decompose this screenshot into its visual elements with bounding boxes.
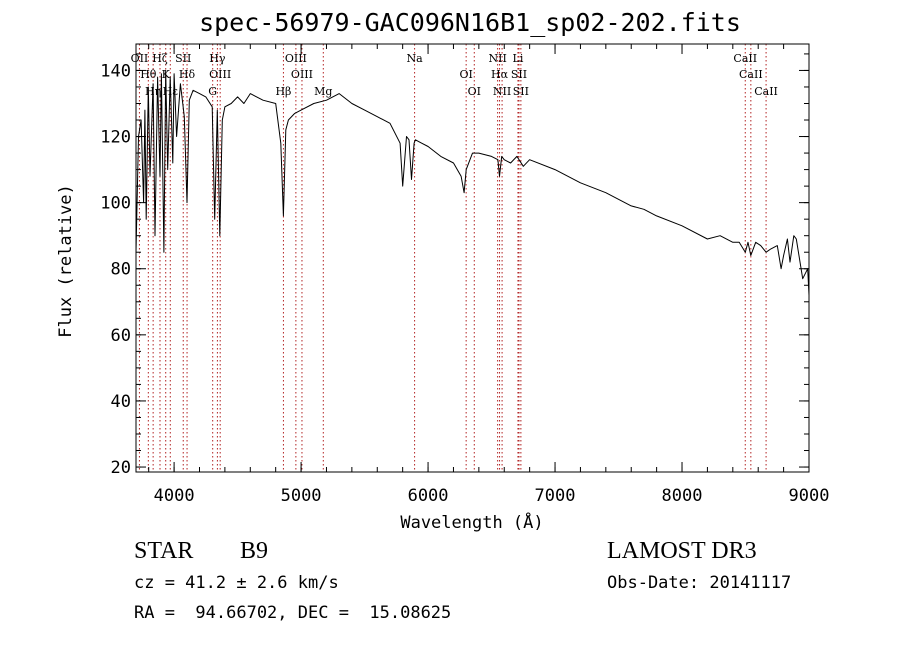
x-tick-label: 7000 [535,486,576,506]
line-marker-label: OI [468,85,481,98]
y-tick-label: 40 [111,392,131,412]
spectral-line-labels: OIIHθHηHζKHεSIIHδGHγOIIIHβOIIIOIIIMgNaOI… [131,52,778,98]
y-tick-label: 140 [100,61,131,81]
line-marker-label: Hβ [275,85,291,98]
line-marker-label: G [208,85,217,98]
line-marker-label: NII [488,52,506,65]
line-marker-label: Hζ [152,52,168,65]
coordinates: RA = 94.66702, DEC = 15.08625 [134,603,452,623]
x-tick-label: 8000 [662,486,703,506]
line-marker-label: CaII [739,68,763,81]
object-type: STAR [134,538,194,564]
plot-frame [135,43,810,473]
line-marker-label: OIII [291,68,313,81]
line-marker-label: SII [175,52,191,65]
line-marker-label: Hδ [179,68,196,81]
x-tick-label: 5000 [281,486,322,506]
line-marker-label: Mg [314,85,332,98]
x-tick-label: 9000 [789,486,830,506]
line-marker-label: SII [511,68,527,81]
line-marker-label: OI [459,68,472,81]
spectral-line-markers [138,44,767,472]
x-axis-ticks: 4000 5000 6000 7000 8000 9000 [148,44,830,506]
chart-title: spec-56979-GAC096N16B1_sp02-202.fits [199,8,741,37]
observation-date: Obs-Date: 20141117 [607,573,792,593]
redshift-velocity: cz = 41.2 ± 2.6 km/s [134,573,339,593]
line-marker-label: CaII [733,52,757,65]
object-subclass: B9 [240,538,269,564]
y-axis-ticks: 20 40 60 80 100 120 140 [100,53,809,478]
spectrum-line [135,69,810,296]
y-tick-label: 80 [111,260,131,280]
y-axis-label: Flux (relative) [56,184,76,338]
survey-name: LAMOST DR3 [607,538,757,564]
line-marker-label: Na [407,52,424,65]
y-tick-label: 20 [111,458,131,478]
line-marker-label: Li [513,52,524,65]
line-marker-label: NII [493,85,511,98]
line-marker-label: Hγ [209,52,226,65]
line-marker-label: OII [131,52,149,65]
x-tick-label: 4000 [154,486,195,506]
line-marker-label: Hθ [140,68,157,81]
y-tick-label: 120 [100,128,131,148]
line-marker-label: OIII [285,52,307,65]
line-marker-label: Hα [491,68,509,81]
line-marker-label: OIII [209,68,231,81]
x-tick-label: 6000 [408,486,449,506]
x-axis-label: Wavelength (Å) [400,511,543,533]
y-tick-label: 100 [100,194,131,214]
line-marker-label: SII [513,85,529,98]
y-tick-label: 60 [111,326,131,346]
line-marker-label: CaII [754,85,778,98]
